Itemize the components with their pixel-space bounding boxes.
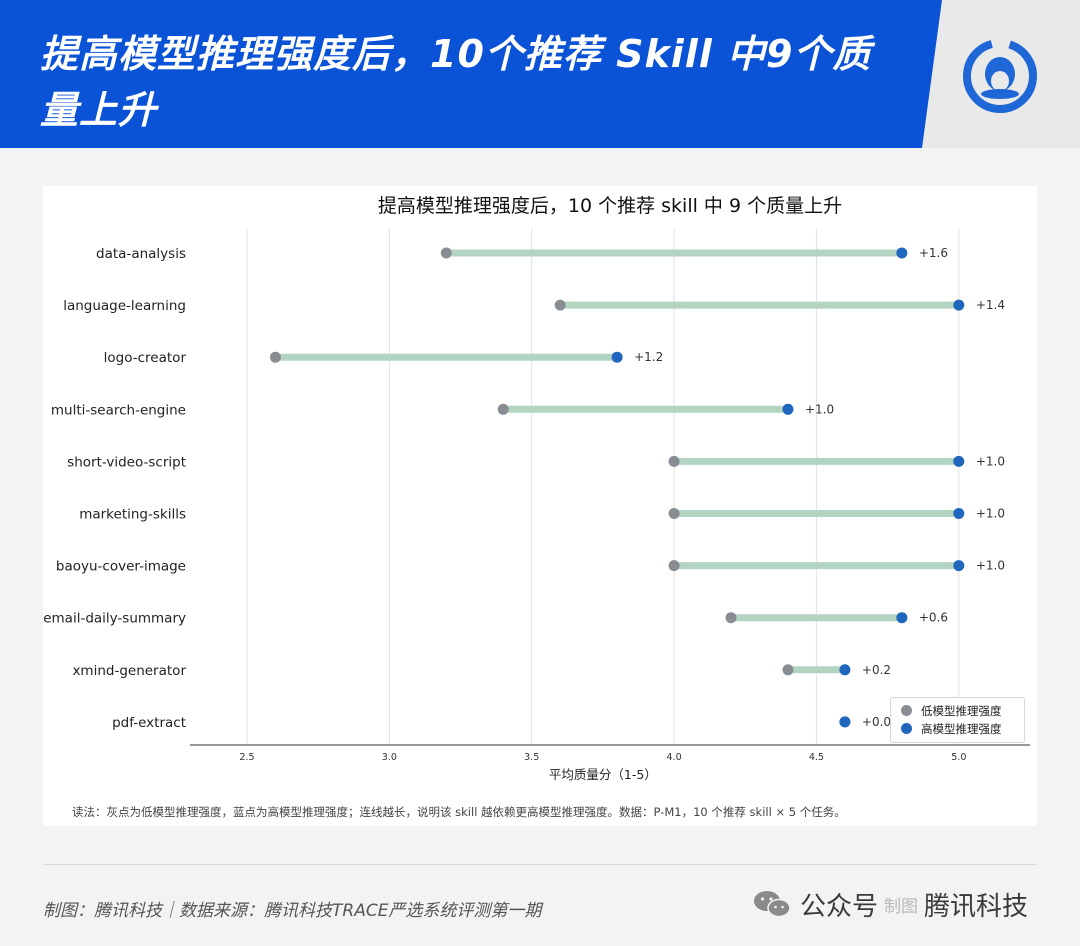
delta-label: +0.2: [862, 663, 891, 677]
category-label: language-learning: [63, 298, 186, 314]
low-point: [440, 247, 452, 259]
delta-label: +1.0: [976, 559, 1005, 573]
high-point: [953, 508, 965, 519]
chart-reading-note: 读法：灰点为低模型推理强度，蓝点为高模型推理强度；连线越长，说明该 skill …: [72, 805, 846, 819]
title-banner: 提高模型推理强度后，10个推荐 Skill 中9个质量上升: [0, 0, 1080, 148]
wechat-icon: [754, 891, 791, 918]
delta-label: +1.0: [976, 454, 1005, 468]
low-point: [554, 299, 566, 311]
category-label: baoyu-cover-image: [56, 559, 186, 575]
legend-low-label: 低模型推理强度: [921, 704, 1002, 718]
category-label: short-video-script: [67, 454, 186, 470]
low-point: [725, 612, 737, 624]
high-point: [839, 716, 851, 728]
legend-high-marker: [901, 723, 912, 734]
high-point: [953, 560, 965, 572]
high-point: [896, 612, 908, 624]
category-label: email-daily-summary: [43, 611, 186, 627]
tencent-penguin-logo-icon: [963, 39, 1037, 113]
delta-label: +0.0: [862, 715, 891, 729]
high-point: [782, 403, 794, 415]
footer-divider: [43, 864, 1037, 865]
title-banner-blue: [0, 0, 942, 148]
x-tick-label: 3.0: [382, 752, 397, 763]
footer-overlay-text: 制图: [884, 896, 919, 917]
footer-brand-name: 腾讯科技: [924, 891, 1029, 922]
x-tick-label: 4.0: [667, 752, 682, 763]
page-title: 提高模型推理强度后，10个推荐 Skill 中9个质量上升: [40, 32, 872, 132]
high-point: [953, 299, 965, 311]
legend-item-high: 高模型推理强度: [901, 720, 1002, 738]
delta-label: +1.4: [976, 298, 1005, 312]
x-tick-label: 3.5: [524, 752, 539, 763]
category-label: logo-creator: [104, 350, 187, 366]
chart-legend: 低模型推理强度 高模型推理强度: [890, 697, 1025, 743]
chart-card: [43, 186, 1037, 826]
legend-high-label: 高模型推理强度: [921, 722, 1002, 736]
category-label: pdf-extract: [112, 715, 186, 731]
category-label: data-analysis: [96, 246, 186, 262]
x-axis-label: 平均质量分（1-5）: [549, 767, 657, 782]
low-point: [668, 508, 680, 519]
high-point: [839, 664, 851, 676]
legend-low-marker: [901, 705, 912, 716]
low-point: [668, 560, 680, 572]
delta-label: +1.6: [919, 246, 948, 260]
x-tick-label: 2.5: [239, 752, 254, 763]
delta-label: +1.2: [634, 350, 663, 364]
category-label: marketing-skills: [79, 507, 186, 523]
footer-account-label: 公众号: [800, 891, 879, 922]
low-point: [497, 403, 509, 415]
x-tick-label: 5.0: [951, 752, 966, 763]
low-point: [782, 664, 794, 676]
legend-item-low: 低模型推理强度: [901, 702, 1002, 720]
delta-label: +0.6: [919, 611, 948, 625]
high-point: [896, 247, 908, 259]
chart-title: 提高模型推理强度后，10 个推荐 skill 中 9 个质量上升: [378, 195, 842, 217]
x-tick-label: 4.5: [809, 752, 824, 763]
delta-label: +1.0: [976, 507, 1005, 521]
footer-credit: 制图：腾讯科技｜数据来源：腾讯科技TRACE严选系统评测第一期: [43, 901, 542, 921]
low-point: [668, 455, 680, 467]
low-point: [269, 351, 281, 363]
high-point: [611, 351, 623, 363]
footer-brand: 公众号 制图 腾讯科技: [752, 886, 1028, 922]
category-label: xmind-generator: [72, 663, 186, 679]
category-label: multi-search-engine: [51, 402, 186, 418]
delta-label: +1.0: [805, 402, 834, 416]
high-point: [953, 455, 965, 467]
